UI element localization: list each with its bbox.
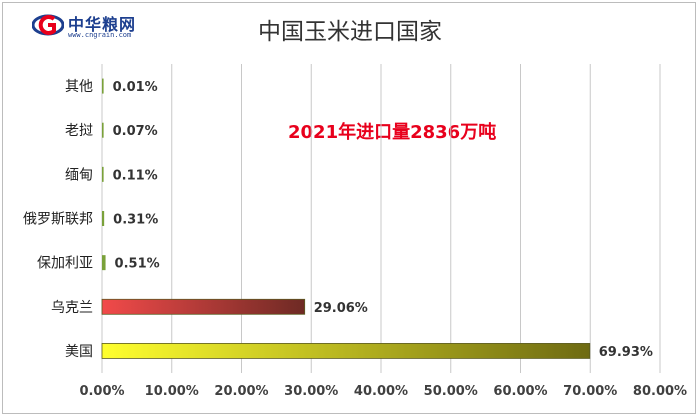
value-label: 29.06% xyxy=(314,301,368,316)
x-tick-label: 30.00% xyxy=(284,384,338,399)
category-label: 老挝 xyxy=(65,123,93,139)
value-label: 0.11% xyxy=(113,168,158,183)
value-label: 0.01% xyxy=(113,80,158,95)
value-label: 0.31% xyxy=(113,213,158,228)
category-label: 俄罗斯联邦 xyxy=(23,212,93,228)
x-tick-label: 0.00% xyxy=(79,384,124,399)
bar xyxy=(102,166,104,182)
x-tick-label: 70.00% xyxy=(563,384,617,399)
category-label: 乌克兰 xyxy=(51,300,93,316)
category-label: 保加利亚 xyxy=(37,256,93,272)
bar xyxy=(102,211,105,226)
value-label: 0.51% xyxy=(115,257,160,272)
bar xyxy=(101,298,306,315)
cngrain-logo-icon xyxy=(32,14,64,36)
value-label: 69.93% xyxy=(599,345,653,360)
logo-text: 中华粮网 xyxy=(68,15,137,34)
chart-annotation: 2021年进口量2836万吨 xyxy=(288,122,497,143)
logo-url: www.cngrain.com xyxy=(68,31,132,39)
x-tick-label: 50.00% xyxy=(424,384,478,399)
category-label: 缅甸 xyxy=(65,167,93,183)
x-tick-label: 10.00% xyxy=(145,384,199,399)
category-label: 其他 xyxy=(65,79,93,95)
x-tick-label: 20.00% xyxy=(214,384,268,399)
logo: 中华粮网 www.cngrain.com xyxy=(32,10,162,44)
bar xyxy=(101,343,591,359)
bar xyxy=(102,122,104,138)
category-label: 美国 xyxy=(65,344,93,360)
bar xyxy=(102,78,104,94)
bar xyxy=(102,255,106,271)
x-tick-label: 80.00% xyxy=(633,384,687,399)
x-tick-label: 60.00% xyxy=(493,384,547,399)
value-label: 0.07% xyxy=(113,124,158,139)
chart-title: 中国玉米进口国家 xyxy=(258,19,442,45)
x-tick-label: 40.00% xyxy=(354,384,408,399)
